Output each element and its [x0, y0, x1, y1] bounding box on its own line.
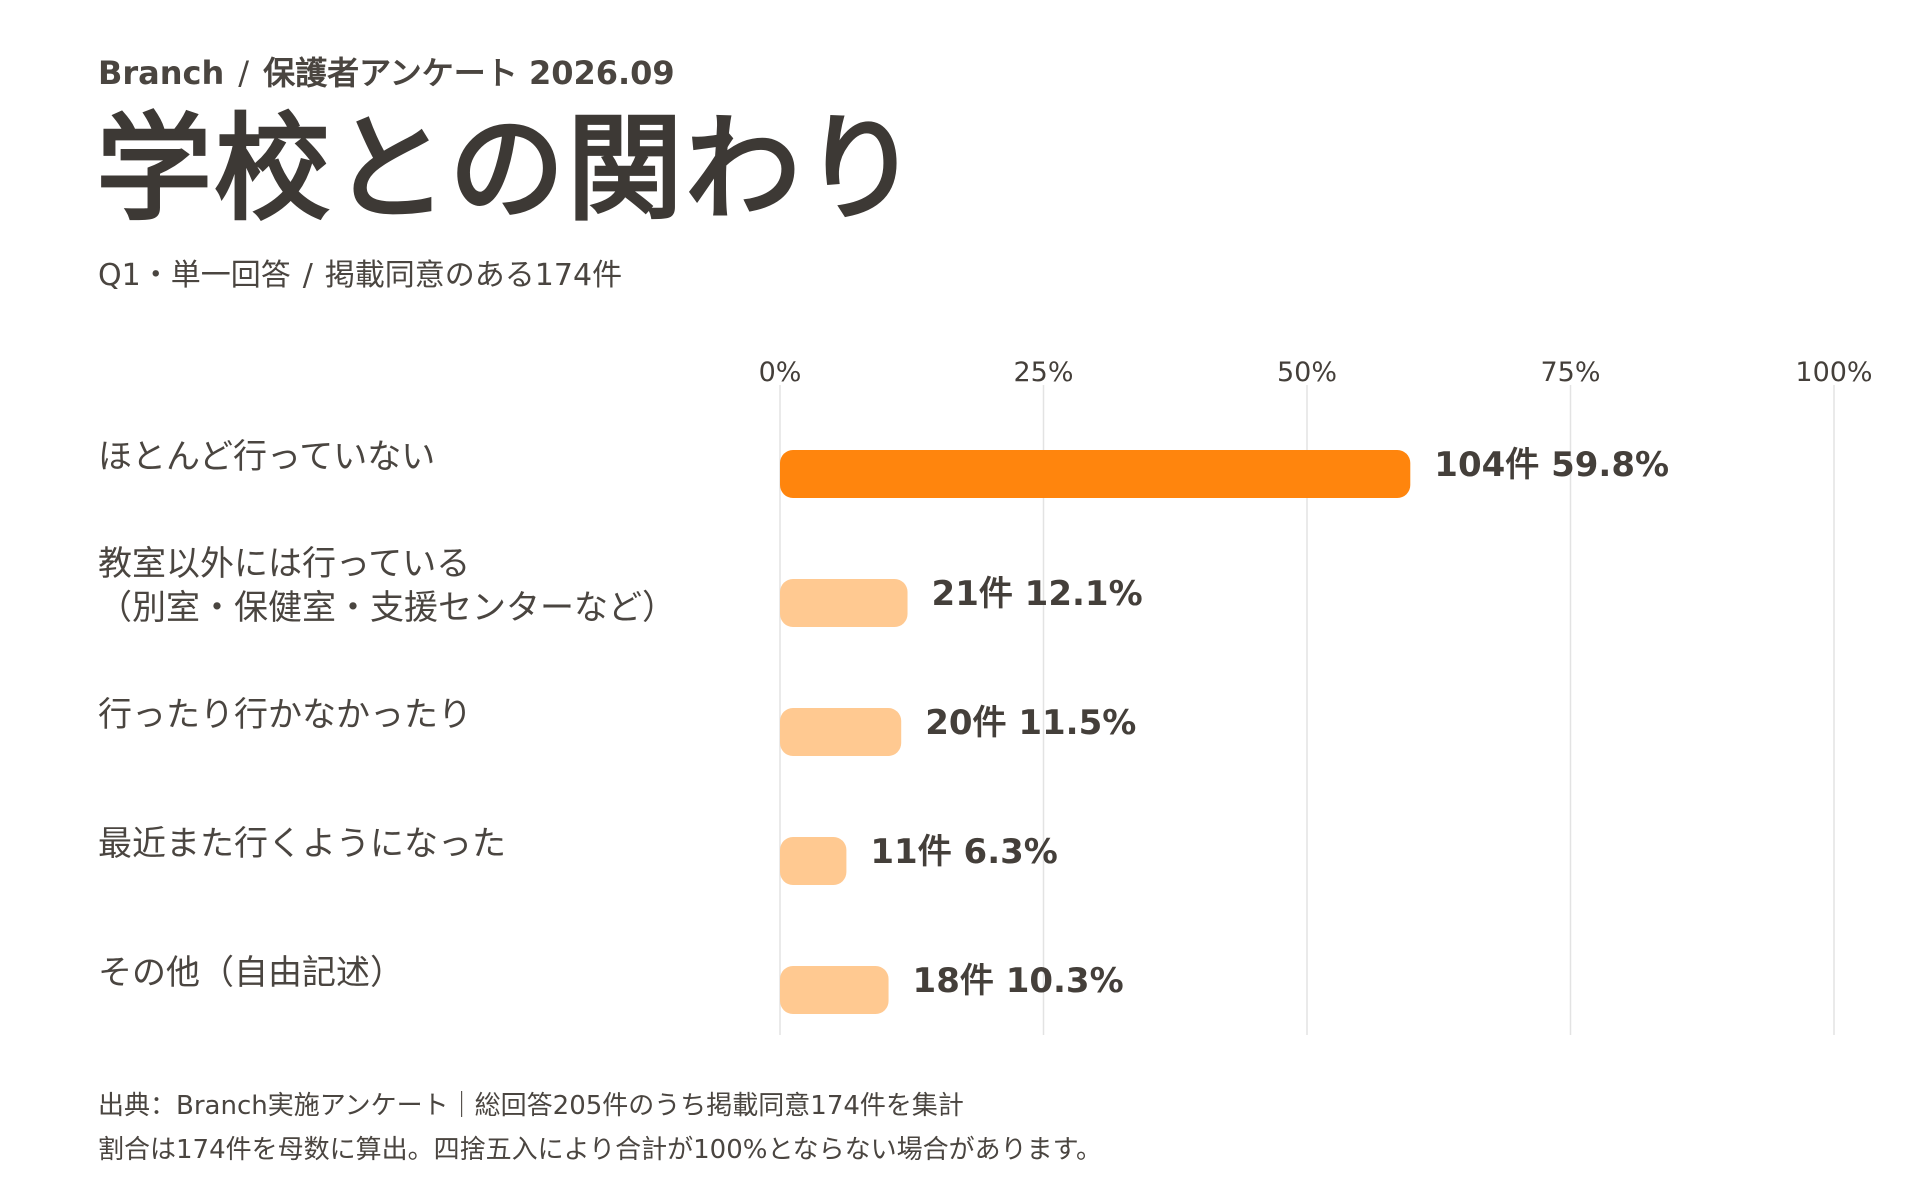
bar: [780, 837, 847, 885]
x-tick-label: 25%: [1013, 357, 1073, 388]
footer-source: 出典：Branch実施アンケート｜総回答205件のうち掲載同意174件を集計: [98, 1091, 964, 1121]
bar: [780, 579, 908, 627]
bar: [780, 450, 1411, 498]
category-label-line: 行ったり行かなかったり: [98, 695, 472, 735]
category-label-line: 教室以外には行っている: [98, 544, 471, 584]
bar-value-label: 20件 11.5%: [925, 703, 1136, 743]
category-label: 最近また行くようになった: [98, 822, 506, 866]
category-label-line: その他（自由記述）: [98, 953, 404, 993]
response-scope: 掲載同意のある174件: [324, 258, 623, 293]
bar: [780, 708, 902, 756]
footer: 出典：Branch実施アンケート｜総回答205件のうち掲載同意174件を集計 割…: [98, 1084, 1102, 1172]
header-kicker: Branch / 保護者アンケート 2026.09: [98, 48, 675, 94]
x-tick-label: 50%: [1277, 357, 1337, 388]
x-tick-label: 100%: [1795, 357, 1872, 388]
footer-note: 割合は174件を母数に算出。四捨五入により合計が100%とならない場合があります…: [98, 1135, 1103, 1165]
question-type: Q1・単一回答: [98, 258, 291, 293]
category-label: その他（自由記述）: [98, 951, 404, 995]
category-label-line: ほとんど行っていない: [98, 437, 436, 477]
category-label-line: （別室・保健室・支援センターなど）: [98, 588, 676, 628]
survey-name: 保護者アンケート 2026.09: [263, 54, 675, 92]
category-label: ほとんど行っていない: [98, 435, 435, 479]
x-tick-label: 0%: [759, 357, 802, 388]
page-title: 学校との関わり: [96, 102, 921, 237]
brand-name: Branch: [98, 54, 225, 92]
subtitle-separator: /: [302, 258, 313, 293]
category-label-line: 最近また行くようになった: [98, 824, 506, 864]
page-subtitle: Q1・単一回答 / 掲載同意のある174件: [98, 250, 622, 294]
bar-value-label: 18件 10.3%: [913, 961, 1124, 1001]
bar-value-label: 21件 12.1%: [932, 574, 1143, 614]
header-separator: /: [238, 54, 250, 92]
category-label: 教室以外には行っている （別室・保健室・支援センターなど）: [98, 542, 676, 630]
bar-value-label: 11件 6.3%: [870, 832, 1057, 872]
bar-chart: 0% 25% 50% 75% 100% 104件 59.8% 21件 12.1% 20件 11…: [759, 357, 1873, 1035]
bar: [780, 966, 889, 1014]
category-label: 行ったり行かなかったり: [98, 693, 472, 737]
bar-value-label: 104件 59.8%: [1434, 445, 1669, 485]
x-tick-label: 75%: [1540, 357, 1600, 388]
